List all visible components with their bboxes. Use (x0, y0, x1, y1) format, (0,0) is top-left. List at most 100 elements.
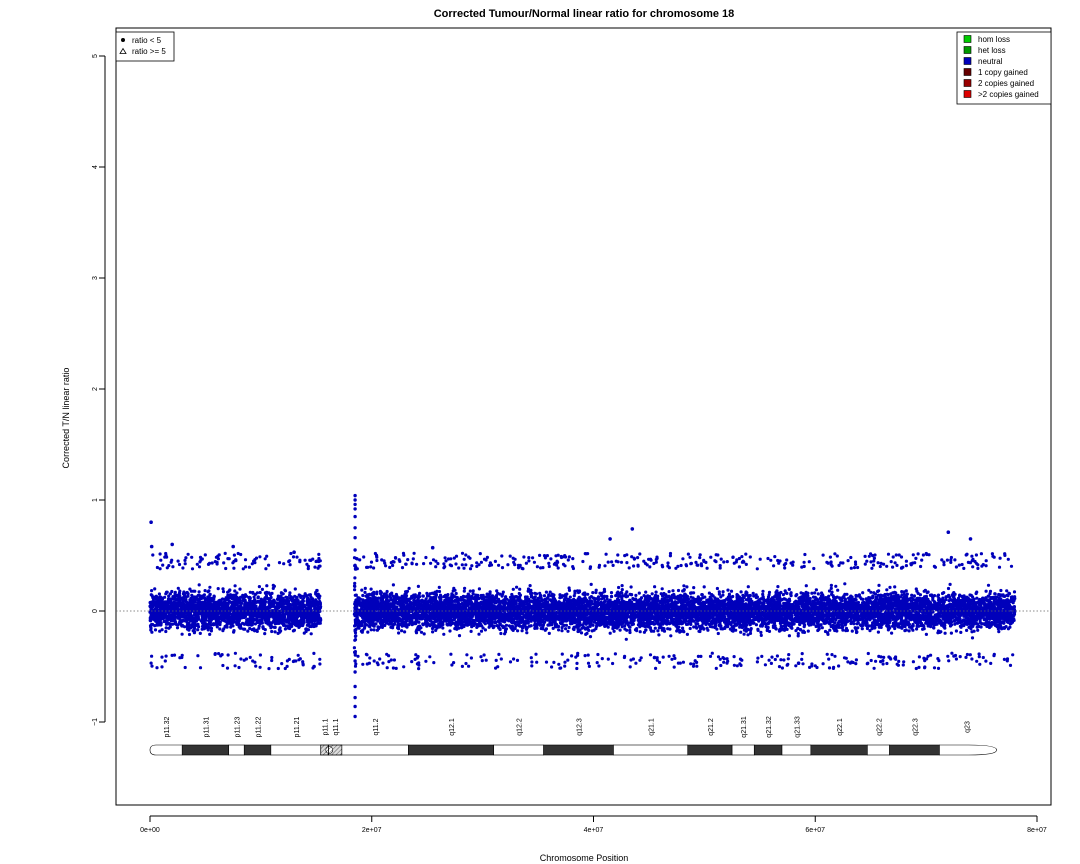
data-point (197, 583, 201, 587)
data-point (972, 629, 976, 633)
data-point (292, 605, 296, 610)
data-point (282, 602, 286, 606)
data-point (163, 659, 167, 663)
data-point (280, 621, 284, 625)
data-point (221, 590, 226, 594)
data-point (248, 596, 252, 600)
data-point (223, 551, 227, 556)
data-point (318, 621, 322, 625)
data-point (248, 604, 253, 608)
data-point (226, 590, 230, 594)
data-point (564, 627, 568, 631)
data-point (244, 565, 248, 569)
data-point (165, 602, 169, 606)
data-point (260, 621, 264, 625)
data-point (186, 616, 190, 620)
data-point (268, 611, 272, 615)
data-point (231, 606, 235, 610)
data-point (297, 625, 301, 629)
data-point (216, 587, 220, 591)
data-point (293, 613, 297, 617)
data-point (254, 664, 258, 668)
data-point (301, 660, 305, 664)
data-point (263, 557, 267, 561)
data-point (270, 621, 274, 625)
data-point (243, 602, 247, 606)
data-point (302, 603, 306, 607)
data-point (183, 562, 187, 566)
data-point (215, 562, 219, 566)
data-point (283, 598, 287, 603)
data-point (250, 562, 254, 566)
data-point (209, 626, 214, 631)
data-point (264, 567, 268, 571)
data-point (314, 592, 318, 596)
data-point (271, 614, 275, 618)
data-point (211, 613, 215, 617)
data-point (272, 598, 276, 602)
data-point (207, 618, 211, 623)
data-point (943, 631, 947, 635)
data-point (162, 615, 166, 620)
data-point (205, 625, 209, 629)
data-point (200, 627, 204, 631)
data-point (221, 663, 225, 668)
data-point (256, 596, 260, 600)
data-point (157, 608, 161, 613)
data-point (189, 596, 193, 601)
data-point (185, 623, 190, 627)
data-point (212, 597, 216, 601)
data-point (183, 665, 187, 670)
data-point (233, 589, 237, 593)
data-point (301, 594, 306, 598)
data-point (180, 614, 184, 619)
data-point (242, 627, 246, 631)
data-point (258, 590, 262, 595)
data-point (195, 562, 199, 566)
data-point (932, 626, 936, 630)
data-point (746, 585, 750, 589)
data-point (270, 591, 274, 596)
data-point (270, 655, 274, 660)
data-point (253, 660, 257, 664)
data-point (182, 595, 186, 599)
data-point (258, 665, 262, 669)
data-point (265, 615, 269, 619)
data-point (193, 589, 197, 593)
data-point (304, 594, 309, 598)
data-point (248, 607, 252, 611)
data-point (181, 618, 185, 622)
data-point (284, 595, 288, 599)
data-point (448, 629, 452, 633)
data-point (196, 628, 200, 632)
data-point (363, 586, 367, 591)
data-point (226, 603, 230, 607)
data-point (223, 624, 227, 629)
data-point (284, 624, 288, 628)
data-point (305, 623, 309, 627)
data-point (153, 628, 158, 632)
data-point (238, 604, 242, 609)
data-point (246, 602, 250, 606)
data-point (274, 605, 278, 609)
data-point (233, 651, 237, 655)
data-point (190, 614, 194, 618)
data-point (187, 628, 191, 632)
data-point (700, 593, 704, 597)
data-point (795, 593, 799, 597)
data-point (285, 602, 289, 606)
data-point (201, 621, 205, 625)
data-point (273, 611, 277, 615)
data-point (268, 601, 272, 605)
data-point (278, 600, 282, 605)
data-point (175, 597, 179, 601)
data-point (233, 664, 237, 668)
data-point (208, 632, 212, 637)
data-point (290, 624, 294, 629)
data-point (240, 612, 244, 616)
data-point (274, 615, 278, 620)
data-point (294, 659, 298, 663)
data-point (360, 588, 364, 592)
data-point (715, 586, 720, 591)
data-point (155, 666, 159, 670)
